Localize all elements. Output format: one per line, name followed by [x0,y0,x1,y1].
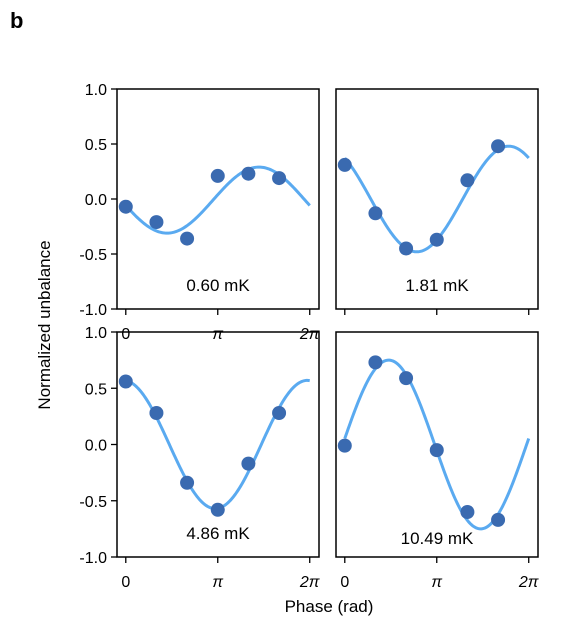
x-axis-label: Phase (rad) [285,597,374,616]
temperature-annotation: 1.81 mK [405,276,469,295]
subplot-2: 1.81 mK [335,88,539,315]
y-axis-label: Normalized unbalance [35,240,54,409]
data-point [118,199,133,214]
data-point [210,502,225,517]
data-point [399,371,414,386]
subplot-3: 0 π 2π 1.0 0.5 0.0 -0.5 -1.0 4.86 mK [79,325,319,591]
data-point [399,241,414,256]
data-point [368,355,383,370]
data-point [180,231,195,246]
y-tick-label: -1.0 [79,550,107,567]
x-tick-label: π [212,326,223,343]
subplot-1: 0 π 2π 1.0 0.5 0.0 -0.5 -1.0 0.60 mK [79,82,319,343]
data-point [180,475,195,490]
x-tick-label: π [431,574,442,591]
data-point [272,171,287,186]
data-point [491,512,506,527]
x-tick-label: 0 [340,574,349,591]
y-tick-label: 1.0 [85,82,107,99]
x-tick-label: 2π [299,574,320,591]
y-tick-label: -0.5 [79,247,107,264]
data-point [241,166,256,181]
y-tick-label: -0.5 [79,494,107,511]
data-point [368,206,383,221]
data-point [149,406,164,420]
subplot-4: 0 π 2π 10.49 mK [335,331,539,591]
y-tick-label: -1.0 [79,302,107,319]
data-point [149,215,164,230]
data-point [272,406,287,420]
data-point [429,443,444,458]
fit-curve [125,378,310,511]
data-point [241,456,256,471]
y-tick-label: 0.0 [85,192,107,209]
y-tick-label: 0.5 [85,381,107,398]
y-tick-label: 1.0 [85,325,107,342]
x-tick-label: 0 [121,326,130,343]
panel-label: b [10,8,23,33]
y-tick-label: 0.5 [85,137,107,154]
panels: 0 π 2π 1.0 0.5 0.0 -0.5 -1.0 0.60 mK 1.81 mK 0 π 2π 1… [79,82,538,591]
y-tick-label: 0.0 [85,438,107,455]
temperature-annotation: 4.86 mK [186,524,250,543]
data-point [460,505,475,519]
data-point [429,232,444,247]
data-point [118,374,133,389]
x-tick-label: 2π [299,326,320,343]
data-point [460,173,475,188]
data-point [491,139,506,154]
x-tick-label: 2π [518,574,539,591]
x-tick-label: π [212,574,223,591]
temperature-annotation: 10.49 mK [401,529,474,548]
data-point [337,157,352,172]
x-tick-label: 0 [121,574,130,591]
data-point [210,168,225,183]
data-point [337,438,352,453]
temperature-annotation: 0.60 mK [186,276,250,295]
